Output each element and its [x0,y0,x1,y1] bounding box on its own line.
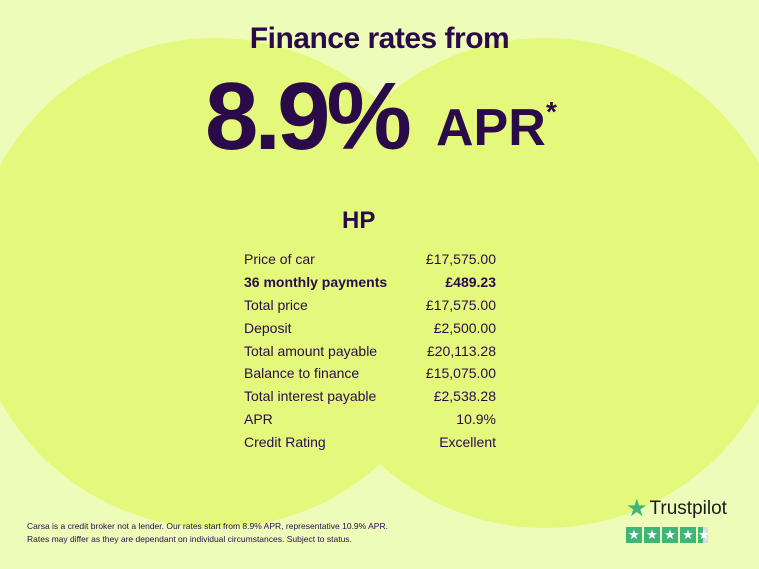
disclaimer: Carsa is a credit broker not a lender. O… [27,520,388,546]
trustpilot-badge[interactable]: ★ Trustpilot ★ ★ ★ ★ ★ [626,494,727,543]
row-value: 10.9% [456,410,496,427]
table-row: Balance to finance £15,075.00 [244,362,496,385]
half-star-icon: ★ [698,527,710,543]
table-row: Total interest payable £2,538.28 [244,385,496,408]
table-row: Credit Rating Excellent [244,430,496,453]
row-value: £15,075.00 [425,365,496,382]
star-icon: ★ [644,527,660,543]
headline: Finance rates from [249,22,510,55]
row-value: £20,113.28 [426,342,496,359]
rate-suffix: APR [436,99,546,157]
row-value: £2,500.00 [433,319,496,336]
disclaimer-line: Rates may differ as they are dependant o… [27,534,352,544]
table-row: Price of car £17,575.00 [244,248,496,271]
disclaimer-line: Carsa is a credit broker not a lender. O… [27,521,388,531]
row-value: £489.23 [445,274,496,291]
row-value: Excellent [439,433,496,450]
background-circle-right [300,38,759,528]
star-icon: ★ [680,527,696,543]
table-row: 36 monthly payments £489.23 [244,271,496,294]
section-title: HP [342,207,376,234]
row-label: Credit Rating [244,433,326,450]
row-label: Total amount payable [244,342,378,359]
table-row: Deposit £2,500.00 [244,316,496,339]
row-value: £17,575.00 [425,251,496,268]
row-label: Balance to finance [244,365,360,382]
rate-value: 8.9% [205,63,412,170]
table-row: APR 10.9% [244,408,496,431]
finance-table: Price of car £17,575.00 36 monthly payment… [244,248,496,453]
trustpilot-star-icon: ★ [626,495,648,522]
rating-stars: ★ ★ ★ ★ ★ [626,527,727,543]
row-label: 36 monthly payments [244,274,388,291]
star-icon: ★ [626,527,642,543]
row-value: £17,575.00 [425,296,496,313]
row-value: £2,538.28 [433,388,496,405]
trustpilot-name: Trustpilot [649,497,727,519]
row-label: APR [244,410,273,427]
table-row: Total amount payable £20,113.28 [244,339,496,362]
row-label: Total interest payable [244,388,377,405]
row-label: Price of car [244,251,315,268]
row-label: Total price [244,296,308,313]
asterisk: * [546,96,557,127]
star-icon: ★ [662,527,678,543]
row-label: Deposit [244,319,292,336]
table-row: Total price £17,575.00 [244,294,496,317]
